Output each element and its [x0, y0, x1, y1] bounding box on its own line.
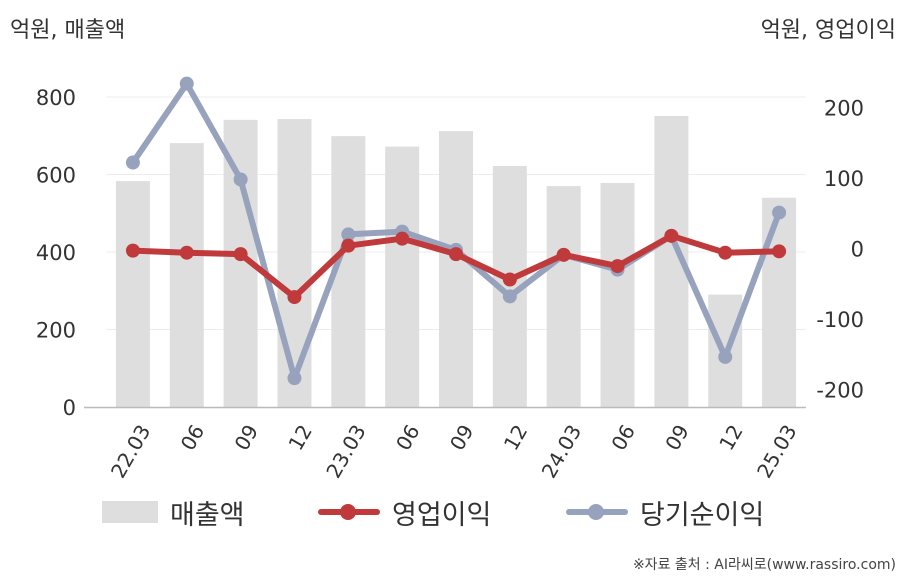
y-right-tick-label: -200 — [816, 378, 864, 402]
x-tick-label: 06 — [606, 421, 640, 455]
y-right-tick-label: 0 — [851, 238, 864, 262]
x-tick-label: 06 — [391, 421, 425, 455]
source-note: ※자료 출처 : AI라씨로(www.rassiro.com) — [632, 557, 896, 573]
point-operating-profit — [395, 231, 410, 246]
right-axis-unit-label: 억원, 영업이익 — [760, 18, 896, 43]
x-tick-label: 12 — [283, 421, 317, 455]
point-operating-profit — [449, 247, 463, 262]
point-net-income — [125, 155, 140, 170]
legend-item-revenue: 매출액 — [102, 490, 245, 534]
point-operating-profit — [772, 244, 787, 259]
point-operating-profit — [664, 228, 679, 243]
bar-revenue — [277, 119, 312, 408]
x-tick-label: 06 — [176, 421, 210, 455]
point-operating-profit — [502, 272, 517, 287]
y-right-tick-label: -100 — [816, 308, 864, 332]
y-left-tick-label: 0 — [63, 396, 76, 420]
bar-revenue — [169, 143, 204, 408]
left-axis-unit-label: 억원, 매출액 — [10, 18, 126, 43]
y-right-tick-label: 200 — [824, 97, 864, 121]
x-tick-label: 22.03 — [106, 421, 155, 483]
point-net-income — [179, 76, 194, 91]
legend: 매출액 영업이익 당기순이익 — [0, 490, 908, 534]
legend-swatch-operating-profit — [318, 501, 380, 523]
x-tick-label: 25.03 — [752, 421, 801, 483]
legend-label-revenue: 매출액 — [170, 499, 245, 531]
bar-revenue — [546, 186, 581, 407]
x-tick-label: 09 — [230, 421, 264, 455]
y-right-tick-label: 100 — [824, 167, 864, 191]
point-net-income — [502, 289, 517, 304]
point-net-income — [718, 349, 733, 364]
legend-label-operating-profit: 영업이익 — [392, 499, 492, 531]
x-tick-label: 23.03 — [321, 421, 370, 483]
point-operating-profit — [556, 247, 571, 262]
point-net-income — [233, 172, 248, 187]
point-operating-profit — [610, 259, 625, 274]
x-tick-label: 12 — [499, 421, 533, 455]
point-operating-profit — [179, 245, 194, 260]
x-tick-label: 12 — [714, 421, 748, 455]
point-net-income — [287, 371, 302, 386]
x-tick-label: 24.03 — [537, 421, 586, 483]
legend-label-net-income: 당기순이익 — [640, 499, 765, 531]
x-tick-label: 09 — [660, 421, 694, 455]
x-tick-label: 09 — [445, 421, 479, 455]
point-operating-profit — [718, 245, 733, 260]
bar-revenue — [600, 183, 635, 407]
bar-revenue — [115, 181, 150, 407]
point-net-income — [772, 205, 787, 220]
legend-item-operating-profit: 영업이익 — [318, 490, 491, 534]
point-operating-profit — [287, 290, 302, 305]
legend-swatch-net-income — [566, 501, 628, 523]
legend-item-net-income: 당기순이익 — [566, 490, 764, 534]
y-left-tick-label: 400 — [36, 241, 76, 265]
bar-revenue — [385, 146, 420, 407]
bar-revenue — [762, 197, 797, 407]
y-left-tick-label: 800 — [36, 86, 76, 110]
point-net-income — [341, 227, 356, 242]
point-operating-profit — [233, 247, 248, 262]
legend-swatch-revenue — [102, 501, 158, 523]
y-left-tick-label: 200 — [36, 319, 76, 343]
bar-revenue — [439, 131, 473, 407]
point-operating-profit — [125, 243, 140, 258]
point-operating-profit — [341, 238, 356, 253]
y-left-tick-label: 600 — [36, 164, 76, 188]
